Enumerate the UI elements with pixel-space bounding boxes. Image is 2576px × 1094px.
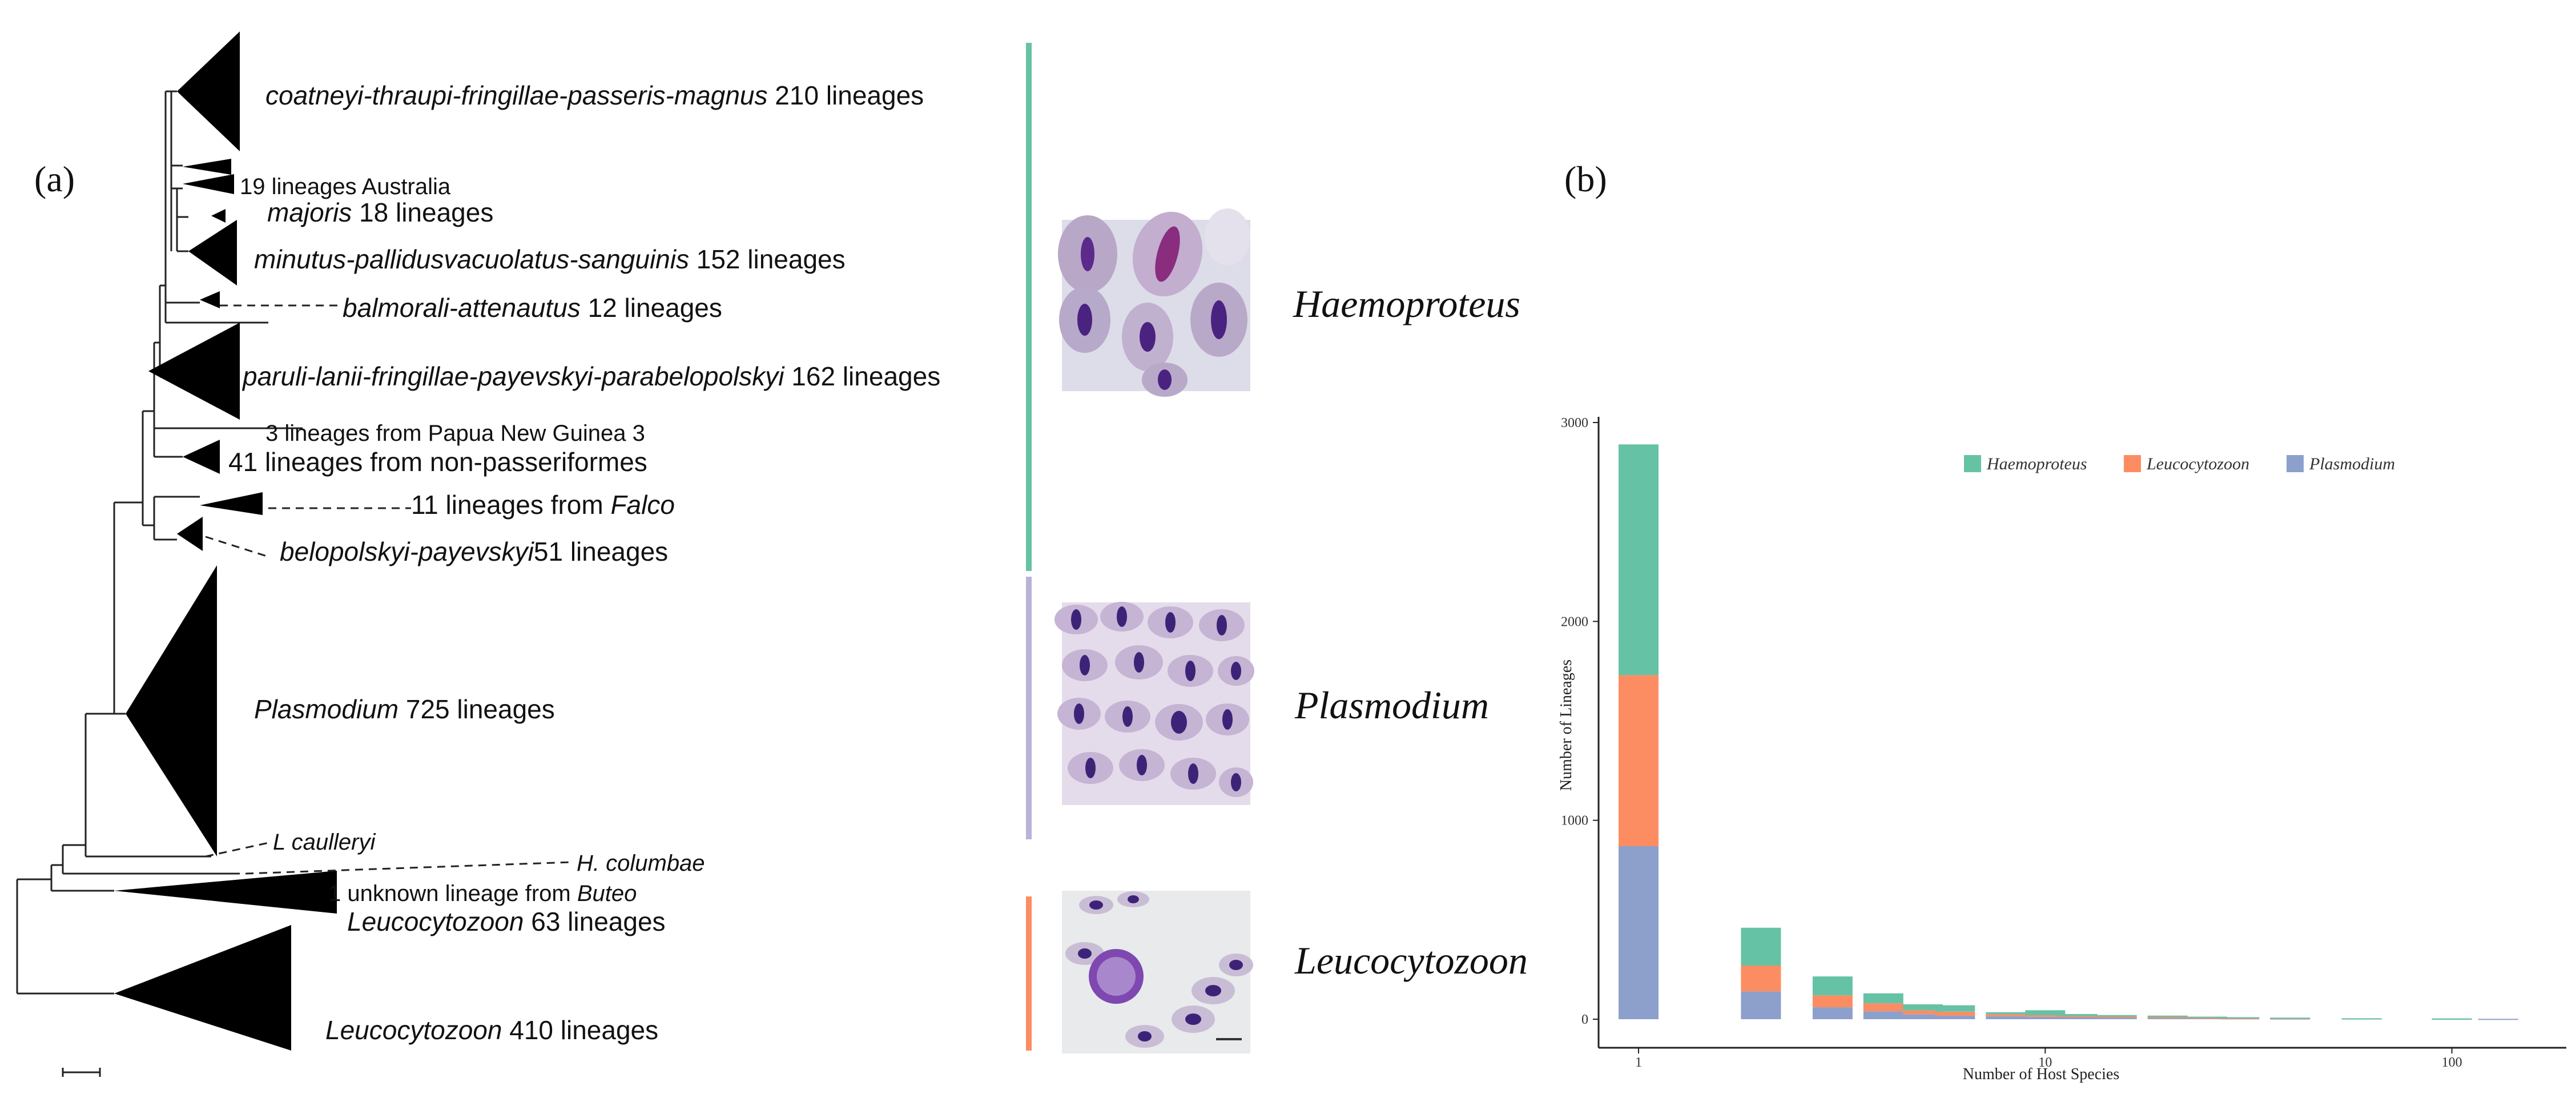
panel-a-label: (a): [34, 159, 75, 199]
bar-leucocytozoon-5: [1902, 1010, 1943, 1015]
legend-swatch-plasmodium: [2287, 455, 2304, 472]
bar-haemoproteus-5: [1902, 1004, 1943, 1011]
bar-haemoproteus-40: [2270, 1017, 2311, 1019]
y-tick-label: 2000: [1561, 614, 1588, 629]
label-paruli: paruli-lanii-fringillae-payevskyi-parabe…: [242, 361, 940, 391]
label-leuco410: Leucocytozoon 410 lineages: [325, 1015, 658, 1045]
bar-haemoproteus-2: [1741, 927, 1781, 966]
label-buteo: 1 unknown lineage from Buteo: [328, 881, 637, 906]
bar-plasmodium-1: [1619, 846, 1659, 1019]
plasmodium-micrograph: [1054, 602, 1254, 805]
bar-plasmodium-8: [1986, 1016, 2026, 1019]
label-plasmodium: Plasmodium 725 lineages: [254, 694, 555, 724]
bar-haemoproteus-60: [2341, 1018, 2382, 1020]
haemoproteus-micrograph: [1058, 208, 1250, 397]
bar-leucocytozoon-20: [2147, 1017, 2188, 1019]
legend-swatch-leucocytozoon: [2124, 455, 2141, 472]
bar-leucocytozoon-2: [1741, 966, 1781, 992]
y-tick-label: 0: [1581, 1012, 1588, 1027]
bar-leucocytozoon-3: [1812, 995, 1853, 1008]
bar-plasmodium-15: [2096, 1017, 2137, 1019]
bar-plasmodium-20: [2147, 1017, 2188, 1019]
genus-leucocytozoon: Leucocytozoon: [1294, 939, 1528, 982]
bar-plasmodium-5: [1902, 1014, 1943, 1019]
x-tick-label: 10: [2038, 1055, 2052, 1070]
panel-b-label: (b): [1564, 159, 1607, 199]
bar-plasmodium-25: [2187, 1017, 2227, 1019]
leucocytozoon-micrograph: [1062, 891, 1253, 1053]
bar-leucocytozoon-25: [2187, 1017, 2227, 1019]
x-tick-label: 1: [1635, 1055, 1642, 1070]
label-belopolskyi: belopolskyi-payevskyi51 lineages: [280, 537, 668, 566]
bar-plasmodium-3: [1812, 1007, 1853, 1019]
bar-plasmodium-12: [2057, 1017, 2098, 1019]
haemoproteus-color-bar: [1026, 43, 1032, 571]
bar-leucocytozoon-12: [2057, 1016, 2098, 1017]
bar-haemoproteus-10: [2025, 1010, 2066, 1015]
genus-haemoproteus: Haemoproteus: [1293, 282, 1520, 325]
bar-haemoproteus-30: [2219, 1017, 2260, 1019]
bar-leucocytozoon-30: [2219, 1017, 2260, 1019]
legend-label-leucocytozoon: Leucocytozoon: [2146, 455, 2249, 473]
legend-label-haemoproteus: Haemoproteus: [1986, 455, 2087, 473]
label-majoris: majoris 18 lineages: [267, 198, 493, 227]
bar-plasmodium-130: [2478, 1019, 2518, 1020]
bar-leucocytozoon-10: [2025, 1015, 2066, 1017]
scale-bar: [62, 1068, 101, 1077]
legend-swatch-haemoproteus: [1964, 455, 1981, 472]
label-falco: 11 lineages from Falco: [411, 490, 675, 520]
bar-haemoproteus-3: [1812, 976, 1853, 996]
y-tick-label: 1000: [1561, 814, 1588, 828]
bar-leucocytozoon-6: [1935, 1011, 1975, 1016]
leader-caulleryi: [205, 841, 272, 858]
label-balmorali: balmorali-attenautus 12 lineages: [343, 293, 722, 323]
bar-plasmodium-6: [1935, 1015, 1975, 1019]
genus-plasmodium: Plasmodium: [1294, 683, 1489, 727]
bar-plasmodium-2: [1741, 991, 1781, 1019]
label-columbae: H. columbae: [577, 851, 705, 876]
plasmodium-color-bar: [1026, 577, 1032, 839]
label-coatneyi: coatneyi-thraupi-fringillae-passeris-mag…: [265, 81, 924, 110]
bar-haemoproteus-20: [2147, 1015, 2188, 1017]
x-axis-title: Number of Host Species: [1963, 1065, 2120, 1083]
leucocytozoon-color-bar: [1026, 896, 1032, 1051]
bar-haemoproteus-100: [2432, 1018, 2472, 1020]
y-ticks: 0 1000 2000 3000: [1561, 416, 1599, 1027]
label-caulleryi: L caulleryi: [273, 830, 376, 855]
bar-haemoproteus-1: [1619, 444, 1659, 675]
x-tick-label: 100: [2442, 1055, 2462, 1070]
bar-plasmodium-4: [1863, 1011, 1903, 1019]
legend-label-plasmodium: Plasmodium: [2309, 455, 2395, 473]
bar-haemoproteus-15: [2096, 1015, 2137, 1017]
clade-triangles: [114, 31, 337, 1051]
bar-leucocytozoon-15: [2096, 1016, 2137, 1018]
bar-haemoproteus-6: [1935, 1005, 1975, 1012]
chart-legend: Haemoproteus Leucocytozoon Plasmodium: [1964, 455, 2395, 473]
label-papua: 3 lineages from Papua New Guinea 3: [265, 421, 645, 446]
bar-haemoproteus-12: [2057, 1013, 2098, 1016]
bar-leucocytozoon-4: [1863, 1003, 1903, 1011]
leader-belopolskyi: [205, 536, 269, 558]
y-tick-label: 3000: [1561, 416, 1588, 431]
label-nonpasseri: 41 lineages from non-passeriformes: [228, 447, 647, 477]
bar-haemoproteus-4: [1863, 993, 1903, 1004]
label-leuco63: Leucocytozoon 63 lineages: [347, 907, 666, 936]
host-range-chart: 0 1000 2000 3000 1 10 100 Number of Host Spec…: [1557, 416, 2566, 1083]
x-ticks: 1 10 100: [1635, 1048, 2462, 1070]
chart-bars: [1619, 444, 2518, 1020]
bar-leucocytozoon-1: [1619, 675, 1659, 846]
phylogenetic-tree: [16, 90, 303, 995]
y-axis-title: Number of Lineages: [1557, 659, 1575, 791]
leader-columbae: [245, 861, 571, 875]
label-australia: 19 lineages Australia: [240, 174, 451, 199]
bar-leucocytozoon-8: [1986, 1014, 2026, 1016]
bar-haemoproteus-25: [2187, 1016, 2227, 1018]
label-minutus: minutus-pallidusvacuolatus-sanguinis 152…: [254, 244, 846, 274]
bar-plasmodium-10: [2025, 1016, 2066, 1019]
bar-haemoproteus-8: [1986, 1012, 2026, 1015]
